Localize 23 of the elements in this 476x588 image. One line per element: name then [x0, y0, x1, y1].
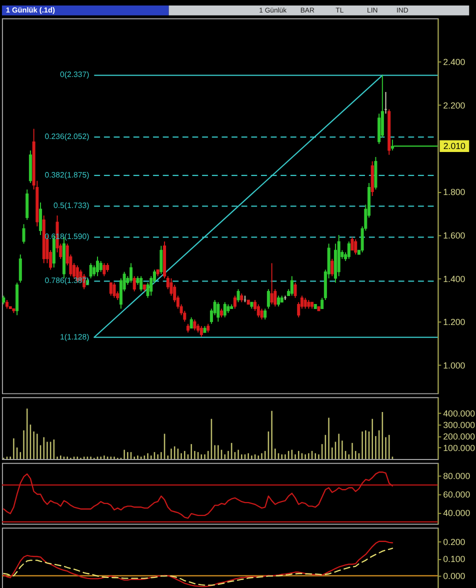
ref-line-label: 2.010	[443, 141, 466, 152]
ref-line-label: 1(1.128)	[60, 332, 90, 342]
y-tick-label: 2.400	[443, 57, 466, 68]
y-tick-label: 1.200	[443, 317, 466, 328]
y-tick-label: 400.000	[443, 408, 476, 419]
y-tick-label: 100.000	[443, 442, 476, 453]
ref-line-label: 0(2.337)	[60, 70, 90, 80]
ref-line-label: 0.5(1.733)	[53, 201, 90, 210]
y-tick-label: 1.800	[443, 187, 466, 198]
y-tick-label: 1.000	[443, 360, 466, 370]
y-tick-label: 200.000	[443, 431, 476, 442]
ref-line-label: 0.236(2.052)	[44, 132, 90, 142]
y-tick-label: 0.200	[443, 536, 466, 547]
ref-line-label: 0.382(1.875)	[44, 170, 90, 180]
y-tick-label: 0.100	[443, 554, 466, 564]
y-tick-label: 300.000	[443, 420, 476, 430]
y-tick-label: 2.200	[443, 100, 466, 110]
y-tick-label: 0.000	[443, 571, 466, 582]
y-tick-label: 80.000	[443, 471, 470, 482]
y-tick-label: 40.000	[443, 508, 470, 518]
y-tick-label: 1.600	[443, 230, 466, 240]
y-tick-label: 60.000	[443, 490, 470, 500]
y-tick-label: 1.400	[443, 274, 466, 284]
